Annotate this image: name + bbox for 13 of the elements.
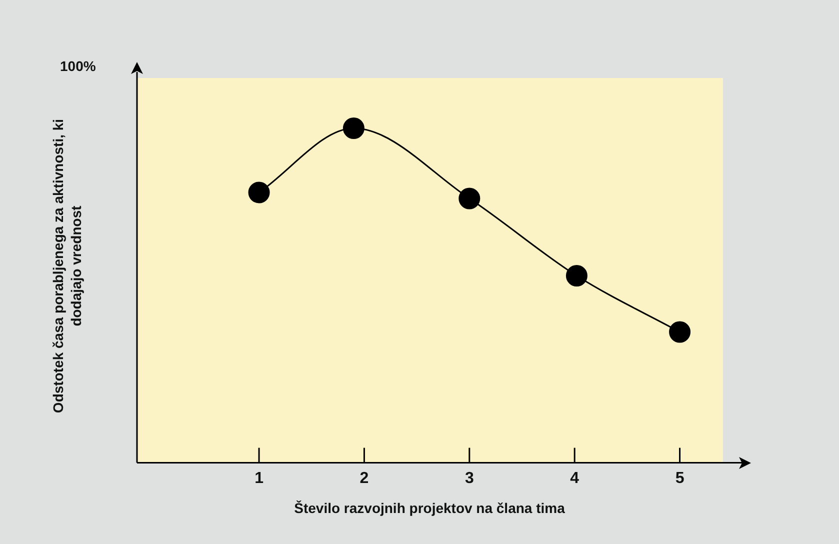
point — [669, 321, 691, 343]
y-axis-title: Odstotek časa porabljenega za aktivnosti, ki dodajajo vrednost — [49, 118, 85, 416]
x-tick-label: 5 — [675, 470, 684, 487]
x-tick-label: 1 — [254, 470, 264, 487]
point — [458, 188, 480, 210]
x-tick-label: 4 — [570, 470, 580, 487]
x-axis-title: Število razvojnih projektov na člana tima — [293, 500, 566, 516]
x-tick-label: 2 — [360, 470, 369, 487]
point — [342, 117, 364, 139]
text: 100% — [60, 58, 96, 74]
point — [248, 182, 270, 204]
point — [566, 265, 588, 287]
x-tick-label: 3 — [464, 470, 474, 487]
